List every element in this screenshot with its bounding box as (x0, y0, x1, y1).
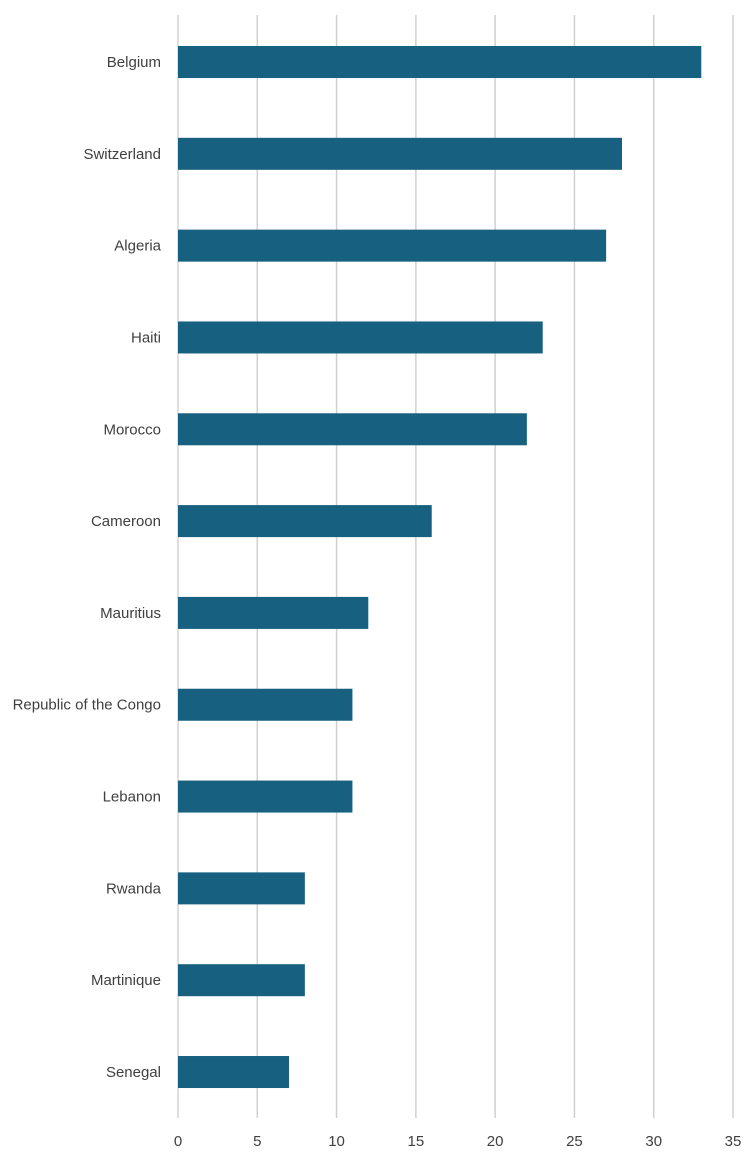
bar (178, 780, 353, 813)
bar (178, 46, 702, 78)
category-label: Cameroon (91, 513, 161, 530)
category-label: Senegal (106, 1064, 161, 1081)
bar (178, 596, 369, 629)
x-tick-label: 20 (487, 1133, 504, 1150)
bar (178, 688, 353, 721)
x-tick-label: 5 (253, 1133, 261, 1150)
category-labels: Belgium Switzerland Algeria Haiti Morocco Cam… (13, 54, 162, 1081)
category-label: Haiti (131, 329, 161, 346)
category-label: Morocco (103, 421, 161, 438)
bar (178, 229, 607, 262)
bar (178, 1056, 289, 1089)
x-tick-label: 15 (408, 1133, 425, 1150)
x-tick-label: 10 (328, 1133, 345, 1150)
bar (178, 321, 543, 354)
bar (178, 505, 432, 538)
category-label: Mauritius (100, 605, 161, 622)
bar (178, 964, 305, 997)
x-axis-tick-labels: 0 5 10 15 20 25 30 35 (174, 1133, 742, 1150)
category-label: Martinique (91, 972, 161, 989)
bar (178, 872, 305, 905)
category-label: Rwanda (106, 880, 162, 897)
bar (178, 413, 527, 446)
x-tick-label: 0 (174, 1133, 182, 1150)
gridlines (177, 15, 734, 1118)
category-label: Republic of the Congo (13, 697, 161, 714)
category-label: Lebanon (103, 789, 161, 806)
category-label: Algeria (114, 238, 161, 255)
x-tick-label: 25 (566, 1133, 583, 1150)
category-label: Switzerland (83, 146, 161, 163)
bar (178, 137, 622, 170)
x-tick-label: 30 (645, 1133, 662, 1150)
bars (178, 46, 702, 1089)
category-label: Belgium (107, 54, 161, 71)
x-tick-label: 35 (725, 1133, 742, 1150)
